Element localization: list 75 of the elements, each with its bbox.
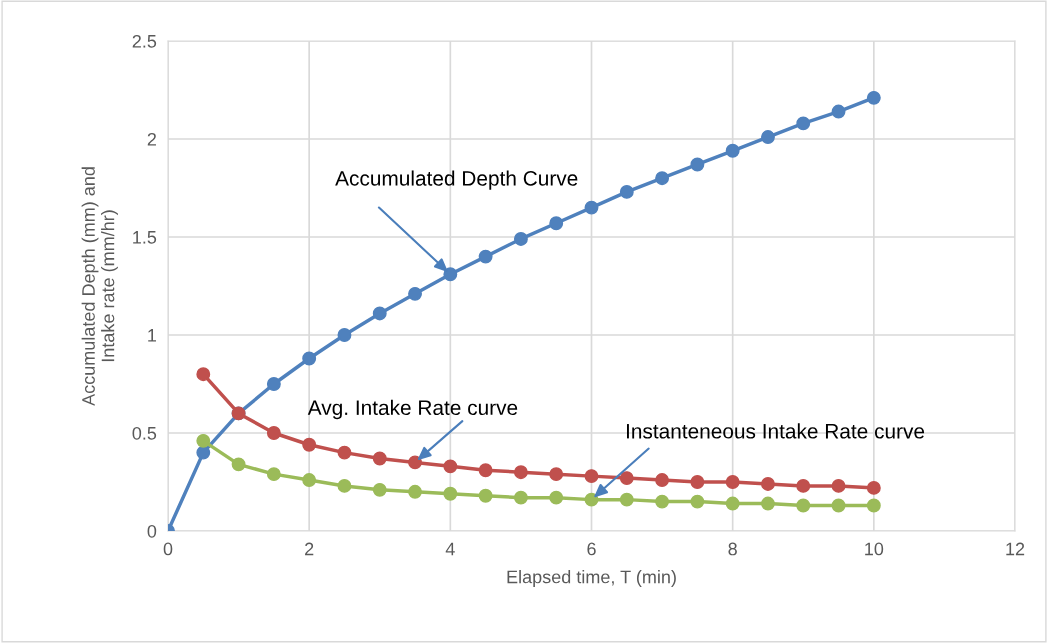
annotation: Avg. Intake Rate curve xyxy=(307,399,518,420)
point xyxy=(725,475,740,489)
point xyxy=(408,484,422,499)
point xyxy=(337,478,352,493)
point xyxy=(655,473,670,487)
point xyxy=(690,494,705,509)
point xyxy=(302,351,317,366)
x-tick-label: 0 xyxy=(163,542,173,556)
point xyxy=(655,494,670,509)
point xyxy=(302,473,317,487)
point xyxy=(408,286,422,301)
point xyxy=(761,496,775,511)
point xyxy=(266,377,281,391)
point xyxy=(549,216,564,231)
point xyxy=(866,90,881,105)
x-tick-label: 6 xyxy=(587,542,596,556)
point xyxy=(619,492,634,507)
point xyxy=(337,328,352,342)
point xyxy=(478,249,493,264)
point xyxy=(866,480,881,495)
point xyxy=(655,171,670,186)
point xyxy=(866,498,881,513)
point xyxy=(796,116,811,131)
point xyxy=(196,433,211,448)
point xyxy=(725,143,740,158)
point xyxy=(690,475,705,489)
point xyxy=(337,445,352,460)
x-tick-label: 8 xyxy=(728,542,737,556)
point xyxy=(231,457,246,472)
annotation: Instanteneous Intake Rate curve xyxy=(626,423,925,439)
y-tick-label: 0 xyxy=(147,524,157,538)
point xyxy=(796,478,811,493)
point xyxy=(761,477,775,491)
point xyxy=(196,367,211,382)
point xyxy=(831,478,846,493)
point xyxy=(443,267,458,282)
point xyxy=(619,184,634,199)
point xyxy=(372,306,387,321)
point xyxy=(478,488,493,503)
point xyxy=(796,498,811,513)
point xyxy=(196,445,211,460)
point xyxy=(831,498,846,513)
x-tick-label: 12 xyxy=(1006,542,1025,556)
point xyxy=(266,426,281,440)
point xyxy=(513,465,528,480)
point xyxy=(478,463,493,478)
x-tick-label: 10 xyxy=(865,542,884,556)
point xyxy=(725,496,740,511)
point xyxy=(443,459,458,474)
x-axis-title: Elapsed time, T (min) xyxy=(507,570,676,587)
x-tick-label: 4 xyxy=(445,542,455,556)
point xyxy=(549,467,564,482)
y-tick-label: 1 xyxy=(148,329,157,342)
point xyxy=(761,130,775,144)
y-axis-title: Accumulated Depth (mm) and Intake rate (mm/hr) xyxy=(81,167,118,406)
y-tick-label: 2 xyxy=(147,132,156,146)
y-tick-label: 0.5 xyxy=(132,426,157,440)
x-tick-label: 2 xyxy=(305,542,314,556)
point xyxy=(443,486,458,501)
point xyxy=(584,200,599,215)
y-tick-label: 1.5 xyxy=(133,231,157,244)
point xyxy=(584,492,599,507)
point xyxy=(584,469,599,484)
y-tick-label: 2.5 xyxy=(132,34,157,48)
point xyxy=(372,482,387,497)
annotation: Accumulated Depth Curve xyxy=(335,170,578,190)
point xyxy=(549,490,564,505)
point xyxy=(302,437,317,452)
point xyxy=(831,104,846,119)
point xyxy=(266,467,281,482)
point xyxy=(408,455,422,470)
point xyxy=(690,157,705,172)
point xyxy=(513,490,528,505)
point xyxy=(372,451,387,466)
point xyxy=(513,232,528,246)
